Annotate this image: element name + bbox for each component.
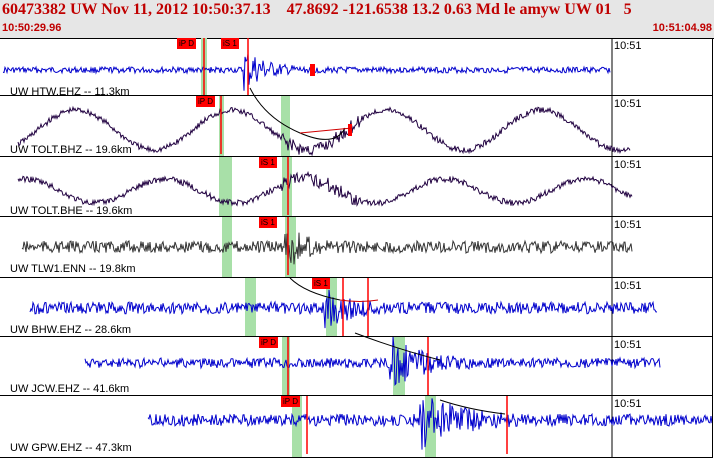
waveform-trace xyxy=(147,398,712,450)
channel-label: UW TOLT.BHE -- 19.6km xyxy=(10,205,133,217)
channel-label: UW TLW1.ENN -- 19.8km xyxy=(10,263,136,275)
waveform-plot xyxy=(2,38,613,95)
channel-label: UW BHW.EHZ -- 28.6km xyxy=(10,324,132,336)
waveform-trace xyxy=(17,170,633,207)
channel-panel[interactable]: iP D iS 1 10:51 UW HTW.EHZ -- 11.3km xyxy=(0,38,713,96)
channel-panel[interactable]: iP D 10:51 UW TOLT.BHZ -- 19.6km xyxy=(0,96,713,157)
phase-pick-label[interactable]: iP D xyxy=(259,337,278,348)
waveform-trace xyxy=(84,337,661,387)
waveform-plot xyxy=(17,157,633,216)
waveform-trace xyxy=(2,53,611,91)
phase-window xyxy=(285,217,296,277)
minute-tick-label: 10:51 xyxy=(614,280,642,292)
channel-panel[interactable]: iS 1 10:51 UW BHW.EHZ -- 28.6km xyxy=(0,278,713,337)
window-start-time: 10:50:29.96 xyxy=(2,22,62,34)
minute-tick-label: 10:51 xyxy=(614,98,642,110)
channel-label: UW HTW.EHZ -- 11.3km xyxy=(10,86,130,96)
waveform-plot xyxy=(147,396,712,457)
seismogram-panels[interactable]: iP D iS 1 10:51 UW HTW.EHZ -- 11.3km iP D 10:… xyxy=(0,38,714,458)
event-header: 60473382 UW Nov 11, 2012 10:50:37.13 47.… xyxy=(0,0,714,39)
phase-pick-label[interactable]: iP D xyxy=(196,96,215,107)
waveform-trace xyxy=(21,232,633,265)
coda-marker xyxy=(348,124,352,136)
channel-label: UW TOLT.BHZ -- 19.6km xyxy=(10,144,132,156)
waveform-trace xyxy=(17,105,631,156)
channel-panel[interactable]: iP D 10:51 UW JCW.EHZ -- 41.6km xyxy=(0,337,713,396)
phase-pick-label[interactable]: iP D xyxy=(177,38,196,49)
channel-label: UW GPW.EHZ -- 47.3km xyxy=(10,442,132,454)
phase-pick-label[interactable]: iS 1 xyxy=(259,217,277,228)
phase-window xyxy=(219,157,232,216)
coda-marker xyxy=(310,64,315,76)
phase-pick-label[interactable]: iS 1 xyxy=(312,278,330,289)
channel-panel[interactable]: iS 1 10:51 UW TLW1.ENN -- 19.8km xyxy=(0,217,713,278)
phase-window xyxy=(425,396,436,457)
phase-window xyxy=(245,278,256,336)
channel-label: UW JCW.EHZ -- 41.6km xyxy=(10,383,130,395)
phase-pick-label[interactable]: iS 1 xyxy=(221,38,239,49)
phase-pick-label[interactable]: iP D xyxy=(281,396,300,407)
minute-tick-label: 10:51 xyxy=(614,339,642,351)
phase-window xyxy=(282,337,290,395)
minute-tick-label: 10:51 xyxy=(614,159,642,171)
window-end-time: 10:51:04.98 xyxy=(652,22,712,34)
waveform-plot xyxy=(21,217,633,277)
event-title: 60473382 UW Nov 11, 2012 10:50:37.13 47.… xyxy=(2,1,632,18)
minute-tick-label: 10:51 xyxy=(614,219,642,231)
channel-panel[interactable]: iS 1 10:51 UW TOLT.BHE -- 19.6km xyxy=(0,157,713,217)
minute-tick-label: 10:51 xyxy=(614,398,642,410)
phase-pick-label[interactable]: iS 1 xyxy=(259,157,277,168)
minute-tick-label: 10:51 xyxy=(614,40,642,52)
channel-panel[interactable]: iP D 10:51 UW GPW.EHZ -- 47.3km xyxy=(0,396,713,458)
phase-window xyxy=(326,278,337,336)
phase-window xyxy=(282,157,292,216)
phase-window xyxy=(292,396,302,457)
